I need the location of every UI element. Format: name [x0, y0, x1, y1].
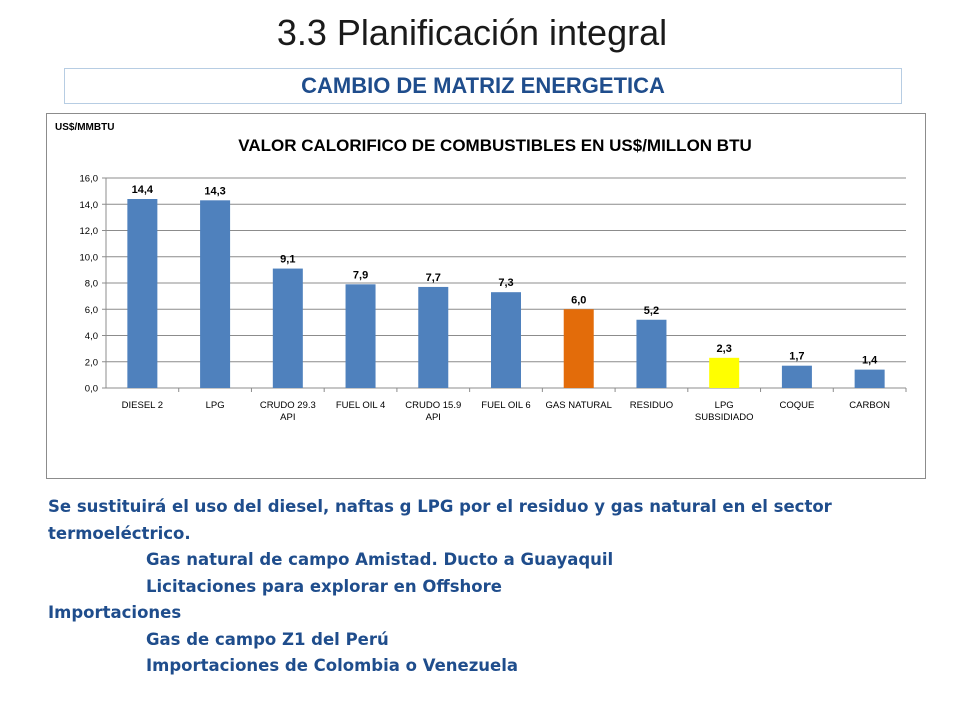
body-line-importaciones: Importaciones: [48, 603, 182, 622]
category-label: GAS NATURAL: [546, 400, 612, 411]
body-line-offshore: Licitaciones para explorar en Offshore: [146, 576, 502, 596]
y-tick-label: 16,0: [80, 174, 99, 185]
bar: [345, 284, 376, 388]
bar-chart: US$/MMBTU VALOR CALORIFICO DE COMBUSTIBLE…: [55, 122, 907, 423]
y-tick-label: 0,0: [85, 384, 98, 395]
category-label: FUEL OIL 4: [336, 400, 385, 411]
chart-title: VALOR CALORIFICO DE COMBUSTIBLES EN US$/…: [238, 136, 751, 155]
category-label: DIESEL 2: [122, 400, 163, 411]
category-label: CARBON: [849, 400, 890, 411]
subtitle-text: CAMBIO DE MATRIZ ENERGETICA: [301, 73, 665, 98]
bar: [563, 309, 594, 388]
data-label: 9,1: [280, 254, 295, 266]
y-tick-label: 6,0: [85, 305, 98, 316]
body-line-substitution: Se sustituirá el uso del diesel, naftas …: [48, 497, 832, 516]
category-label: SUBSIDIADO: [695, 412, 754, 423]
category-label: API: [280, 412, 295, 423]
body-line-gas-amistad: Gas natural de campo Amistad. Ducto a Gu…: [146, 550, 614, 569]
data-label: 1,4: [862, 355, 878, 367]
category-label: LPG: [715, 400, 734, 411]
data-label: 5,2: [644, 305, 659, 317]
y-tick-label: 2,0: [85, 357, 98, 368]
y-tick-label: 10,0: [80, 252, 99, 263]
y-tick-label: 12,0: [80, 226, 99, 237]
body-line-gas-peru: Gas de campo Z1 del Perú: [146, 629, 389, 649]
body-line-colombia-venezuela: Importaciones de Colombia o Venezuela: [146, 656, 519, 675]
bar: [636, 319, 667, 388]
data-label: 14,3: [204, 185, 225, 197]
data-label: 14,4: [132, 184, 154, 196]
bar: [709, 357, 740, 388]
y-tick-label: 8,0: [85, 279, 98, 290]
data-label: 2,3: [717, 343, 732, 355]
bar: [272, 268, 303, 388]
y-tick-label: 14,0: [80, 200, 99, 211]
data-label: 1,7: [789, 351, 804, 363]
body-line-sector: termoeléctrico.: [48, 523, 191, 543]
slide-title: 3.3 Planificación integral: [276, 12, 668, 53]
chart-frame: US$/MMBTU VALOR CALORIFICO DE COMBUSTIBLE…: [46, 113, 926, 479]
bar: [491, 292, 521, 388]
category-label: CRUDO 15.9: [405, 400, 461, 411]
bar: [854, 369, 885, 388]
category-label: RESIDUO: [630, 400, 673, 411]
y-axis-label: US$/MMBTU: [55, 122, 114, 133]
data-label: 7,7: [426, 272, 441, 284]
category-label: LPG: [206, 400, 225, 411]
bar: [418, 286, 449, 388]
data-label: 7,9: [353, 269, 368, 281]
category-label: FUEL OIL 6: [481, 400, 530, 411]
bar: [127, 199, 158, 388]
bar: [781, 365, 812, 388]
data-label: 6,0: [571, 294, 586, 306]
y-tick-label: 4,0: [85, 331, 98, 342]
category-label: API: [426, 412, 441, 423]
category-label: COQUE: [779, 400, 814, 411]
category-label: CRUDO 29.3: [260, 400, 316, 411]
body-text: Se sustituirá el uso del diesel, naftas …: [48, 494, 928, 680]
data-label: 7,3: [498, 277, 513, 289]
subtitle-box: CAMBIO DE MATRIZ ENERGETICA: [64, 68, 902, 104]
bar: [200, 200, 231, 388]
